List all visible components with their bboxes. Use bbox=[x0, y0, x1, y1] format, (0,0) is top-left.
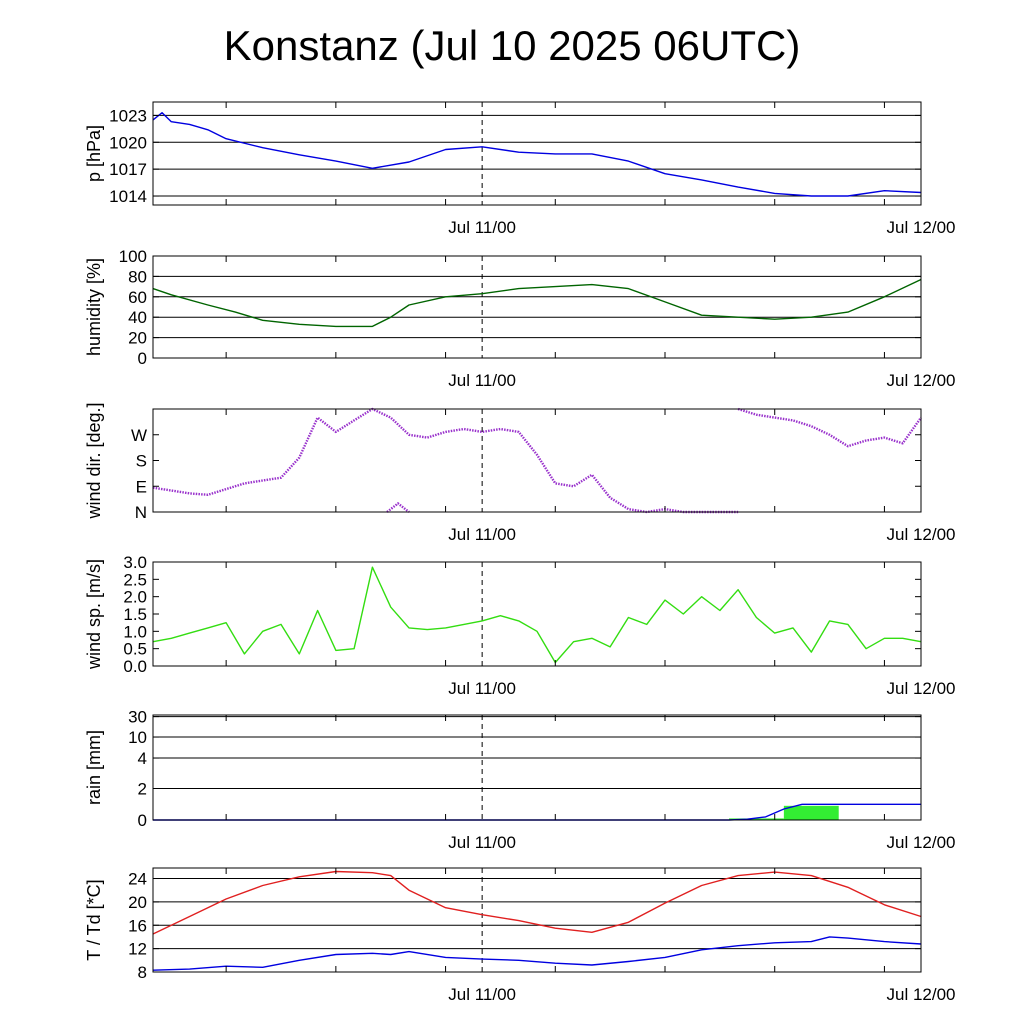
y-tick-label: 8 bbox=[138, 963, 147, 982]
y-tick-label: W bbox=[131, 426, 147, 445]
panel-1: 1014 1017 1020 1023 Jul 11/00 Jul 12/00 p [hPa… bbox=[84, 101, 956, 237]
y-tick-label: S bbox=[136, 452, 147, 471]
y-tick-label: 80 bbox=[128, 267, 147, 286]
y-tick-label: 4 bbox=[138, 749, 147, 768]
series-line-1 bbox=[152, 870, 922, 935]
y-tick-label: 30 bbox=[128, 708, 147, 727]
y-tick-label: N bbox=[135, 503, 147, 522]
panel-4: 0.00.51.01.52.02.53.0 Jul 11/00 Jul 12/00 w… bbox=[84, 553, 956, 698]
y-axis-label: humidity [%] bbox=[84, 258, 104, 356]
y-tick-label: 10 bbox=[128, 728, 147, 747]
series-line-1 bbox=[152, 278, 922, 328]
panel-frame bbox=[152, 101, 922, 206]
x-tick-label: Jul 11/00 bbox=[448, 833, 516, 852]
y-tick-label: 2.0 bbox=[123, 588, 147, 607]
x-tick-label: Jul 11/00 bbox=[448, 525, 516, 544]
series-line-1 bbox=[737, 407, 922, 448]
y-tick-label: E bbox=[136, 477, 147, 496]
y-tick-label: 1.0 bbox=[123, 622, 147, 641]
y-tick-label: 1.5 bbox=[123, 605, 147, 624]
panel-frame bbox=[152, 714, 922, 821]
panel-frame bbox=[152, 867, 922, 973]
rain-bar bbox=[783, 805, 839, 820]
y-tick-label: 0.0 bbox=[123, 657, 147, 676]
y-tick-label: 20 bbox=[128, 893, 147, 912]
y-tick-label: 100 bbox=[119, 247, 147, 266]
y-axis-label: p [hPa] bbox=[84, 125, 104, 182]
y-tick-label: 1017 bbox=[109, 160, 147, 179]
series-line-2 bbox=[152, 936, 922, 971]
y-axis-label: wind dir. [deg.] bbox=[84, 402, 104, 519]
panel-frame bbox=[152, 561, 922, 667]
panel-frame bbox=[152, 255, 922, 359]
x-tick-label: Jul 12/00 bbox=[887, 679, 956, 698]
y-tick-label: 0 bbox=[138, 349, 147, 368]
panel-frame bbox=[152, 408, 922, 513]
rain-bar bbox=[729, 818, 784, 820]
x-tick-label: Jul 12/00 bbox=[887, 833, 956, 852]
x-tick-label: Jul 11/00 bbox=[448, 218, 516, 237]
x-tick-label: Jul 11/00 bbox=[448, 371, 516, 390]
y-tick-label: 0.5 bbox=[123, 640, 147, 659]
chart-title: Konstanz (Jul 10 2025 06UTC) bbox=[223, 22, 801, 69]
y-tick-label: 60 bbox=[128, 288, 147, 307]
series-line-1 bbox=[152, 111, 922, 197]
y-tick-label: 12 bbox=[128, 940, 147, 959]
x-tick-label: Jul 12/00 bbox=[887, 985, 956, 1004]
x-tick-label: Jul 12/00 bbox=[887, 525, 956, 544]
panel-6: 8 12 16 20 24 Jul 11/00 Jul 12/00 T / Td [*C] bbox=[84, 867, 956, 1004]
y-tick-label: 2 bbox=[138, 780, 147, 799]
y-tick-label: 0 bbox=[138, 811, 147, 830]
x-tick-label: Jul 12/00 bbox=[887, 371, 956, 390]
y-tick-label: 24 bbox=[128, 870, 147, 889]
y-tick-label: 20 bbox=[128, 329, 147, 348]
x-tick-label: Jul 11/00 bbox=[448, 985, 516, 1004]
y-tick-label: 16 bbox=[128, 916, 147, 935]
x-tick-label: Jul 11/00 bbox=[448, 679, 516, 698]
y-tick-label: 1014 bbox=[109, 187, 147, 206]
y-axis-label: wind sp. [m/s] bbox=[84, 559, 104, 670]
y-axis-label: T / Td [*C] bbox=[84, 879, 104, 960]
x-tick-label: Jul 12/00 bbox=[887, 218, 956, 237]
y-tick-label: 1023 bbox=[109, 106, 147, 125]
y-axis-label: rain [mm] bbox=[84, 730, 104, 805]
series-line-1 bbox=[152, 566, 922, 664]
series-line-1 bbox=[152, 407, 739, 514]
y-tick-label: 3.0 bbox=[123, 553, 147, 572]
y-tick-label: 40 bbox=[128, 308, 147, 327]
y-tick-label: 2.5 bbox=[123, 570, 147, 589]
series-line-1 bbox=[386, 502, 410, 513]
y-tick-label: 1020 bbox=[109, 133, 147, 152]
